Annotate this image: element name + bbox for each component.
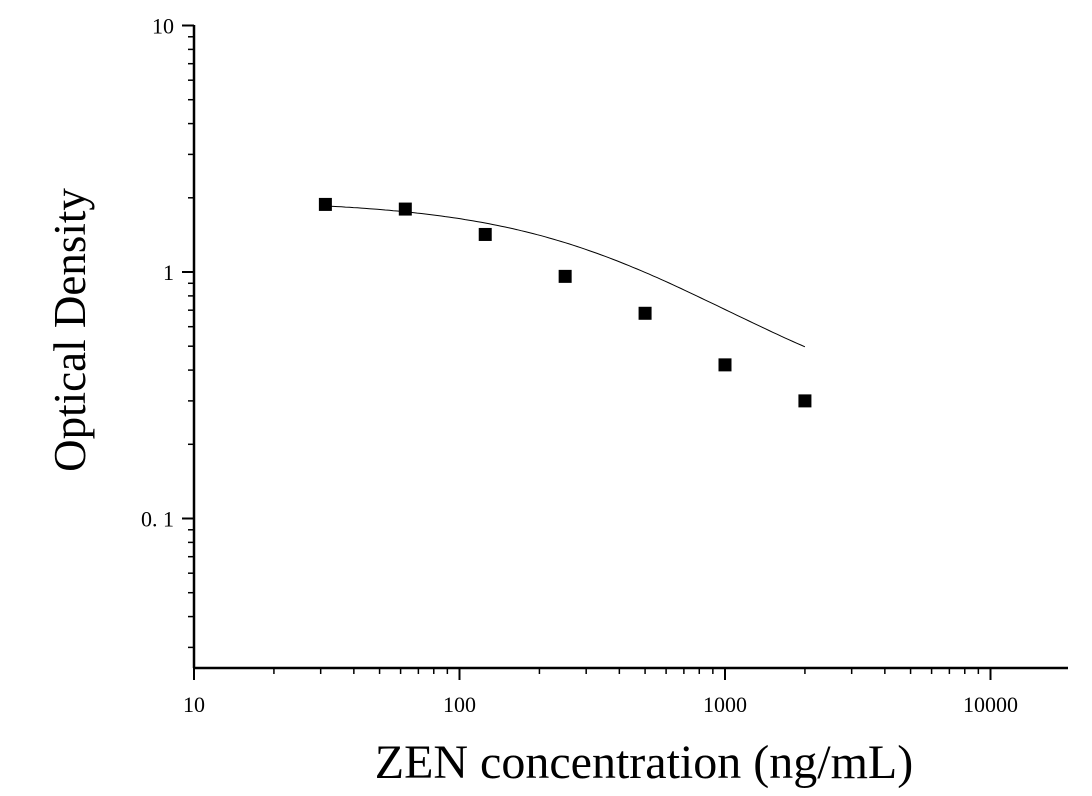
data-point [798,394,812,408]
data-point [398,202,412,216]
data-point [318,197,332,211]
data-point [558,269,572,283]
data-point [638,306,652,320]
y-axis-title: Optical Density [45,188,95,472]
x-tick-label: 10000 [963,692,1018,717]
x-axis-title: ZEN concentration (ng/mL) [375,736,913,789]
data-point [718,358,732,372]
axes [192,25,1068,670]
y-tick-label: 0. 1 [141,507,174,532]
data-points [318,197,812,408]
x-tick-label: 10 [183,692,205,717]
tick-labels: 10 100 1000 10000 0. 1 1 10 [141,14,1018,718]
ticks [182,24,992,680]
x-tick-label: 100 [443,692,476,717]
y-tick-label: 10 [152,14,174,39]
y-tick-label: 1 [163,260,174,285]
x-tick-label: 1000 [703,692,747,717]
data-point [478,227,492,241]
